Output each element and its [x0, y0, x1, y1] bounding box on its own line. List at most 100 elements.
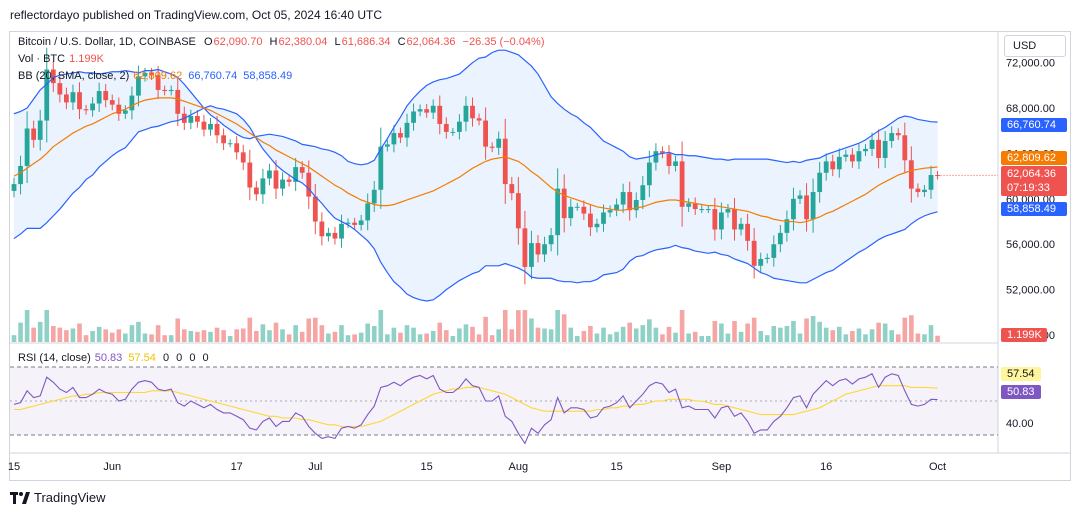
time-tick-label: 15: [610, 461, 622, 473]
candle-body: [850, 154, 855, 162]
change-value: −26.35 (−0.04%): [462, 36, 545, 48]
footer-brand[interactable]: TradingView: [10, 490, 106, 505]
symbol-title[interactable]: Bitcoin / U.S. Dollar, 1D, COINBASE: [18, 36, 196, 48]
candle-body: [679, 161, 685, 207]
volume-bar: [227, 336, 233, 342]
volume-bar: [313, 317, 318, 342]
candle-body: [751, 240, 757, 266]
candle-body: [221, 135, 226, 144]
volume-label[interactable]: Vol · BTC: [18, 53, 66, 65]
candle-body: [581, 206, 587, 214]
candle-body: [804, 195, 809, 220]
candle-body: [168, 89, 174, 92]
rsi-label[interactable]: RSI (14, close): [18, 352, 91, 364]
candle-body: [601, 212, 606, 224]
volume-bar: [116, 329, 122, 342]
candle-body: [77, 92, 82, 110]
candle-body: [201, 121, 207, 130]
volume-bar: [633, 328, 639, 342]
candle-body: [352, 222, 357, 225]
candle-body: [502, 138, 508, 185]
candle-body: [142, 72, 148, 77]
high-value: 62,380.04: [278, 36, 328, 48]
volume-bar: [457, 328, 462, 342]
candle-body: [764, 257, 770, 259]
rsi-line: [13, 373, 938, 445]
price-axis: 72,000.0068,000.0064,000.0060,000.0056,0…: [1006, 58, 1055, 342]
candle-body: [620, 192, 626, 205]
volume-bar: [712, 321, 718, 342]
candle-body: [339, 223, 344, 239]
volume-bar: [758, 331, 763, 342]
candle-body: [640, 185, 646, 200]
volume-bar: [902, 317, 908, 342]
volume-bar: [856, 328, 862, 342]
volume-value: 1.199K: [69, 53, 104, 65]
volume-bar: [326, 333, 331, 342]
open-label: O: [203, 36, 213, 48]
volume-bar: [542, 328, 547, 342]
candle-body: [64, 94, 69, 103]
candle-body: [234, 143, 240, 153]
candle-body: [96, 91, 102, 104]
bb-upper-line: [13, 49, 938, 166]
volume-bar: [837, 326, 842, 342]
candle-body: [260, 178, 266, 195]
close-label: C: [397, 36, 406, 48]
price-tick-label: 56,000.00: [1006, 239, 1055, 251]
candle-body: [227, 143, 233, 145]
candle-body: [430, 105, 436, 113]
volume-bar: [869, 329, 875, 342]
volume-bar: [653, 327, 659, 342]
volume-bar: [738, 331, 744, 342]
candle-body: [889, 133, 895, 141]
candle-body: [542, 244, 547, 255]
bar-countdown: 07:19:33: [1007, 182, 1050, 194]
volume-bar: [561, 314, 567, 342]
volume-bar: [797, 333, 803, 342]
volume-bar: [922, 334, 927, 342]
candle-body: [705, 209, 711, 211]
volume-bar: [182, 329, 187, 342]
candle-body: [646, 162, 652, 186]
volume-bar: [195, 331, 200, 342]
volume-bar: [404, 325, 410, 342]
candle-body: [522, 228, 528, 267]
candle-body: [673, 161, 678, 166]
volume-bar: [699, 336, 705, 342]
time-tick-label: Jul: [308, 461, 322, 473]
volume-bar: [679, 310, 685, 342]
volume-bar: [686, 333, 691, 342]
volume-bar: [476, 334, 482, 342]
volume-legend: Vol · BTC 1.199K: [18, 53, 104, 65]
candle-body: [404, 122, 410, 138]
volume-bar: [57, 327, 63, 342]
candle-body: [555, 188, 561, 236]
volume-bar: [18, 322, 23, 342]
candle-body: [732, 209, 737, 230]
candle-body: [915, 188, 921, 193]
rsi-extra-3: 0: [189, 352, 196, 364]
candle-body: [745, 223, 750, 241]
volume-bar: [398, 332, 403, 342]
volume-bar: [660, 334, 665, 342]
volume-bar: [286, 334, 292, 342]
bb-label[interactable]: BB (20, SMA, close, 2): [18, 70, 130, 82]
candle-body: [437, 105, 443, 124]
volume-bar: [51, 326, 56, 342]
bb-basis-line: [13, 97, 938, 224]
bb-lower-value: 58,858.49: [243, 70, 293, 82]
rsi-extra-4: 0: [202, 352, 209, 364]
candle-body: [895, 133, 901, 136]
candle-body: [18, 165, 23, 185]
candle-body: [136, 76, 141, 96]
candle-body: [686, 203, 692, 207]
candle-body: [692, 203, 698, 210]
volume-bar: [810, 316, 816, 342]
candle-body: [810, 192, 816, 220]
volume-bar: [692, 331, 698, 342]
volume-bar: [607, 334, 613, 342]
currency-button[interactable]: USD: [1004, 35, 1066, 57]
time-tick-label: 15: [8, 461, 20, 473]
volume-bar: [371, 326, 377, 342]
